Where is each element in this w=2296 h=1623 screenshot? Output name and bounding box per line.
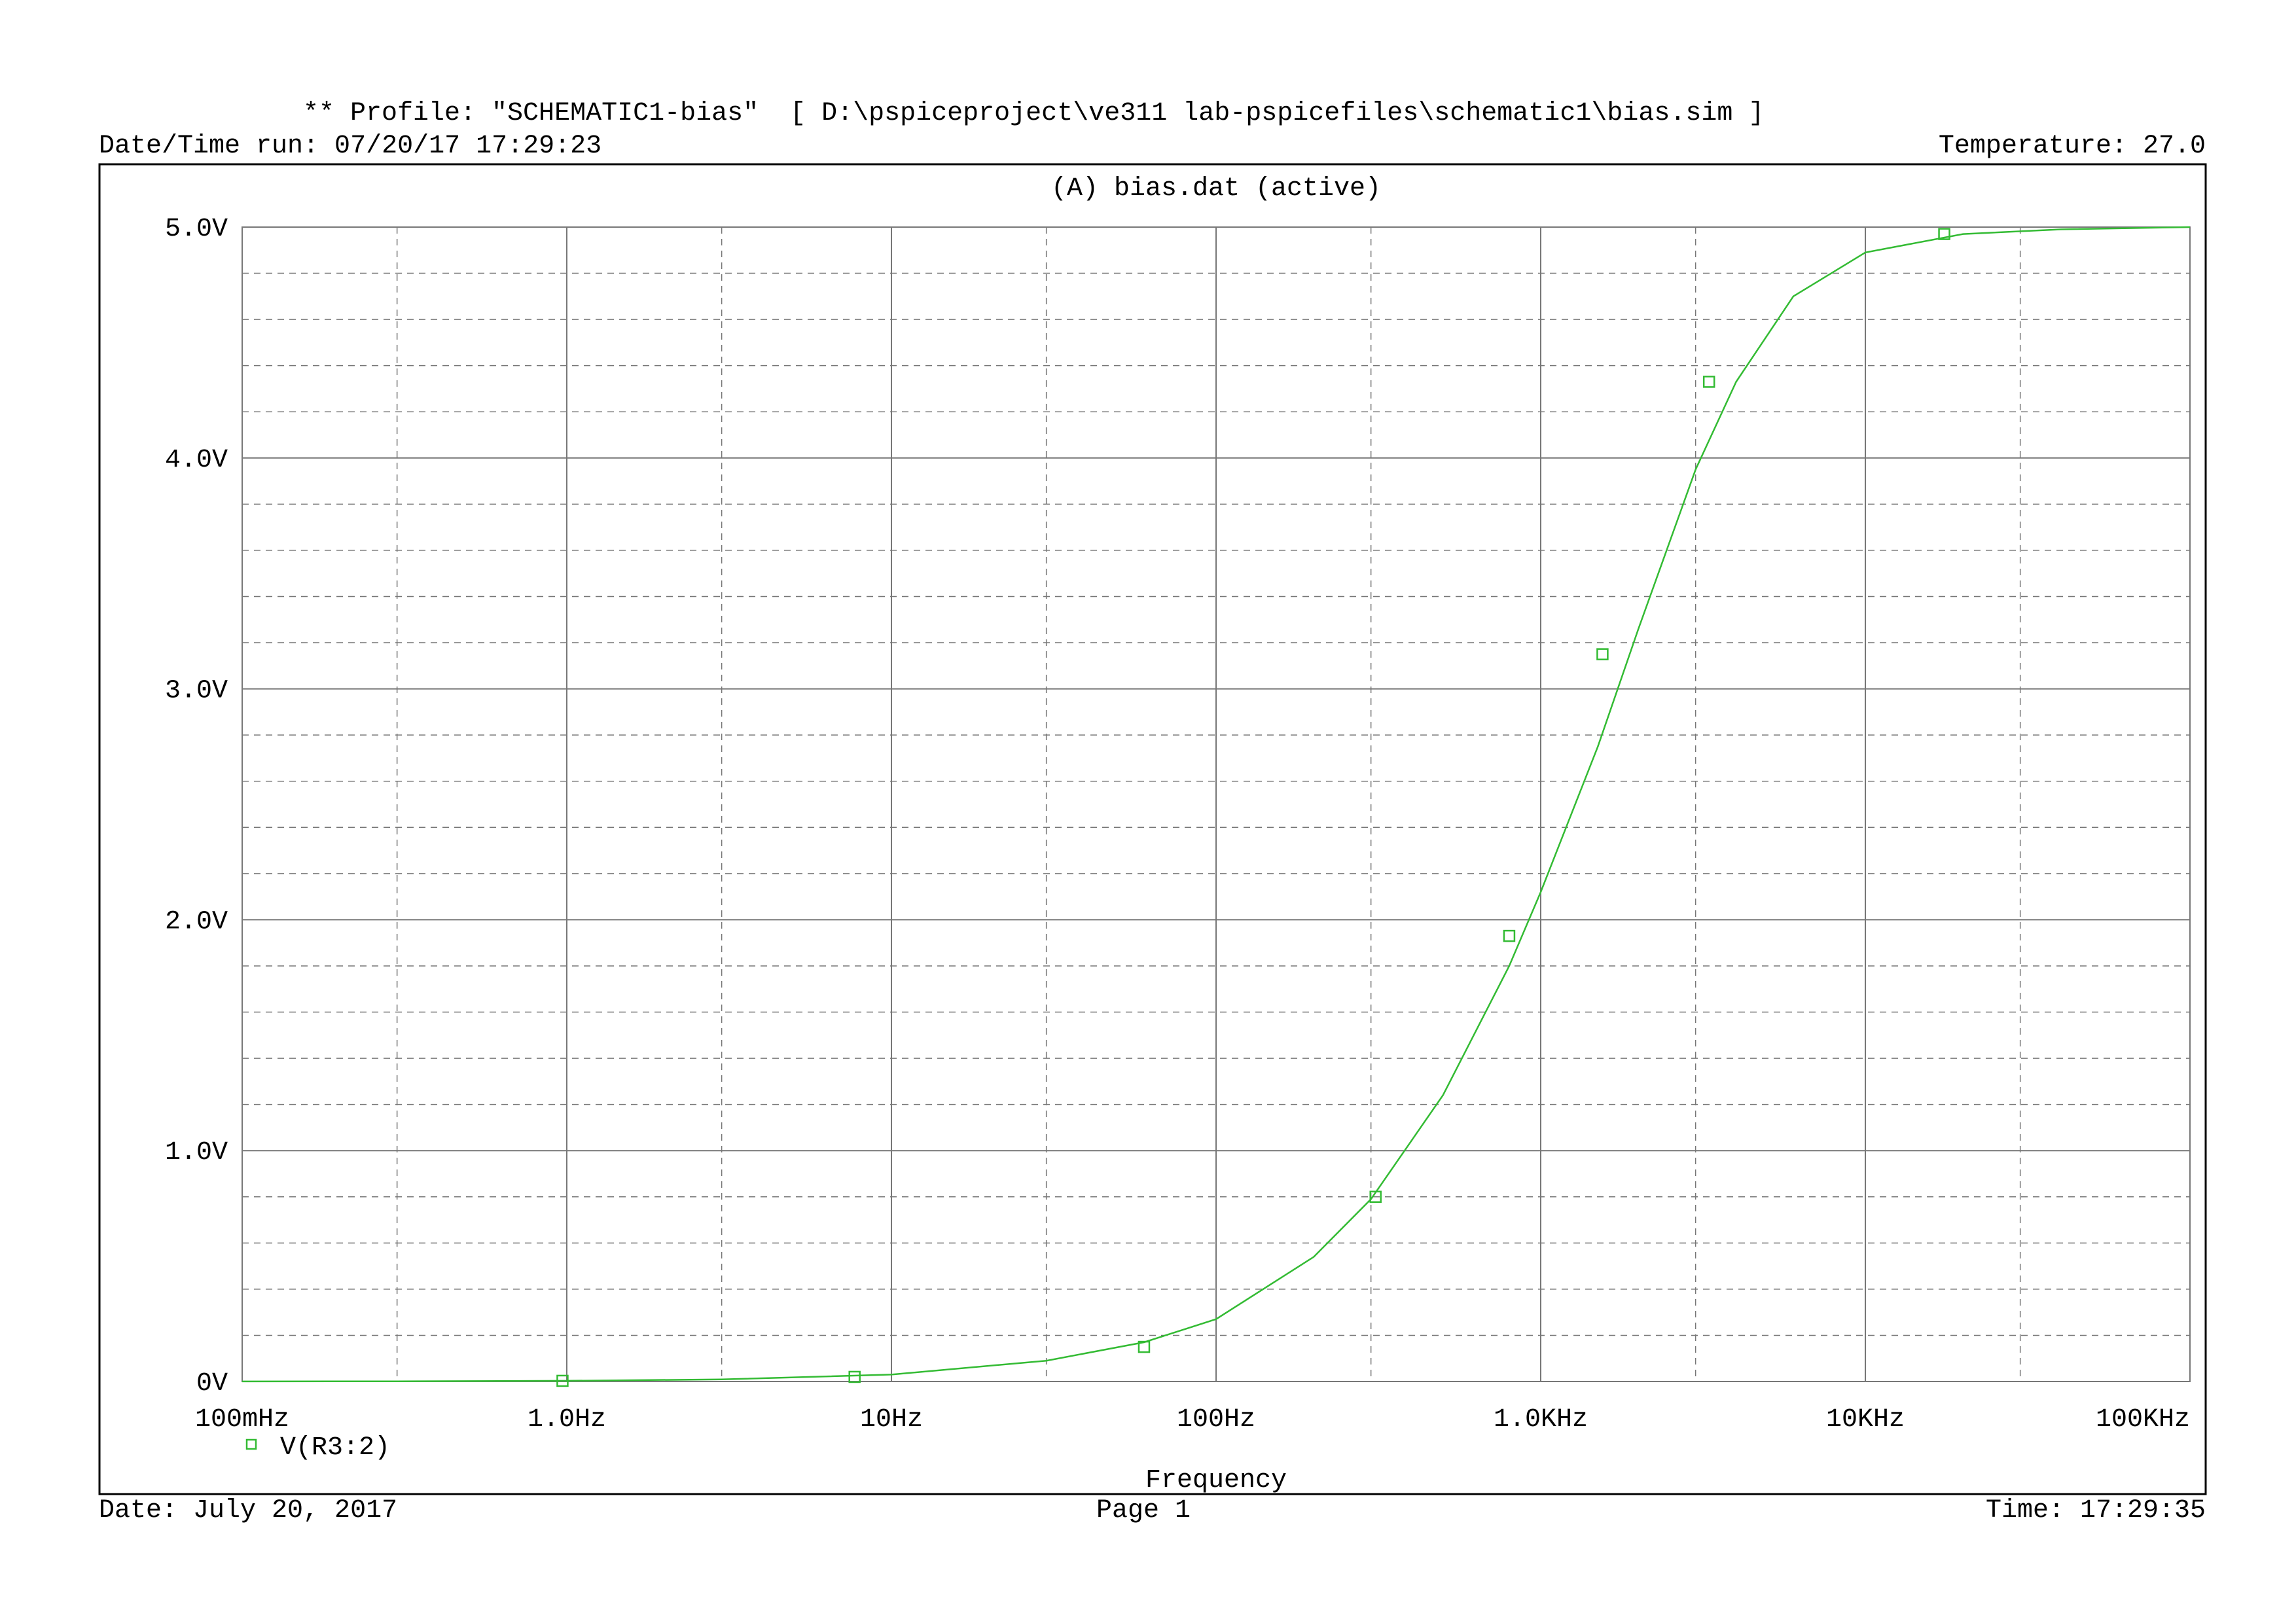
grid (242, 226, 2191, 1382)
datetime-run: Date/Time run: 07/20/17 17:29:23 (99, 132, 602, 161)
series-line-v-r3-2 (242, 226, 2191, 1383)
y-tick-label: 5.0V (165, 215, 228, 244)
data-point-marker (1138, 1340, 1151, 1353)
x-tick-label: 100Hz (1177, 1405, 1255, 1435)
data-point-marker (848, 1370, 861, 1383)
data-point-marker (1702, 376, 1715, 388)
y-tick-label: 4.0V (165, 446, 228, 475)
data-point-marker (1369, 1190, 1382, 1204)
footer-date: Date: July 20, 2017 (99, 1496, 398, 1525)
y-tick-label: 0V (196, 1369, 228, 1399)
x-tick-label: 1.0Hz (528, 1405, 606, 1435)
data-point-marker (1503, 929, 1516, 942)
y-tick-label: 2.0V (165, 907, 228, 936)
plot-frame (242, 226, 2191, 1382)
x-axis-label: Frequency (1145, 1466, 1287, 1495)
y-tick-label: 3.0V (165, 677, 228, 706)
series-markers (556, 228, 1950, 1387)
x-tick-label: 100mHz (195, 1405, 289, 1435)
x-tick-label: 1.0KHz (1494, 1405, 1588, 1435)
x-tick-labels: 100mHz 1.0Hz 10Hz 100Hz 1.0KHz 10KHz 100KHz (195, 1405, 2190, 1435)
y-tick-label: 1.0V (165, 1138, 228, 1168)
x-tick-label: 100KHz (2096, 1405, 2190, 1435)
footer-time: Time: 17:29:35 (1985, 1496, 2206, 1525)
temperature: Temperature: 27.0 (1938, 132, 2206, 161)
profile-line: ** Profile: "SCHEMATIC1-bias" [ D:\pspic… (303, 99, 1765, 128)
data-point-marker (556, 1374, 569, 1387)
data-point-marker (1938, 228, 1950, 240)
data-point-marker (1596, 648, 1609, 660)
x-tick-label: 10Hz (860, 1405, 923, 1435)
y-tick-labels: 0V 1.0V 2.0V 3.0V 4.0V 5.0V (165, 215, 228, 1399)
legend-label: V(R3:2) (280, 1433, 390, 1463)
footer-page: Page 1 (1096, 1496, 1191, 1525)
x-tick-label: 10KHz (1826, 1405, 1905, 1435)
outer-frame (98, 163, 2207, 1495)
legend-marker (245, 1438, 257, 1450)
chart-title: (A) bias.dat (active) (1051, 174, 1381, 204)
